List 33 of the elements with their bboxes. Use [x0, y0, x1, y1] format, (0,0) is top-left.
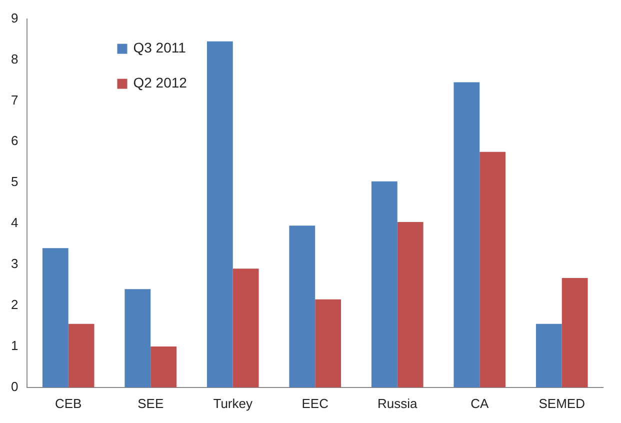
x-tick-label: EEC	[302, 396, 328, 411]
y-tick-label: 1	[10, 338, 18, 354]
x-tick-label: Turkey	[213, 396, 253, 411]
y-tick-label: 3	[10, 256, 18, 272]
bar	[315, 299, 342, 388]
y-tick-label: 7	[10, 92, 18, 108]
bar	[68, 324, 94, 388]
bar	[124, 289, 151, 388]
y-tick-label: 6	[10, 133, 18, 148]
x-tick-label: SEMED	[538, 396, 585, 411]
y-tick-label: 5	[10, 174, 18, 190]
legend-label: Q2 2012	[133, 74, 188, 91]
bar	[206, 41, 233, 388]
x-tick-label: CA	[470, 396, 489, 411]
y-tick-label: 2	[10, 297, 18, 312]
x-tick-label: Russia	[377, 396, 418, 411]
bar	[42, 248, 68, 388]
bar	[397, 222, 424, 388]
bar	[150, 346, 177, 388]
y-tick-label: 0	[10, 378, 18, 394]
bar	[371, 181, 398, 388]
bar	[454, 82, 480, 388]
y-tick-label: 8	[10, 51, 18, 66]
bar	[562, 278, 588, 388]
bar	[536, 324, 562, 388]
bar	[480, 152, 506, 388]
x-tick-label: CEB	[54, 396, 82, 411]
y-tick-label: 9	[10, 10, 18, 26]
y-tick-label: 4	[10, 215, 18, 230]
bar	[232, 268, 259, 388]
x-tick-label: SEE	[138, 396, 164, 411]
legend-label: Q3 2011	[133, 40, 186, 56]
bar	[289, 226, 316, 388]
